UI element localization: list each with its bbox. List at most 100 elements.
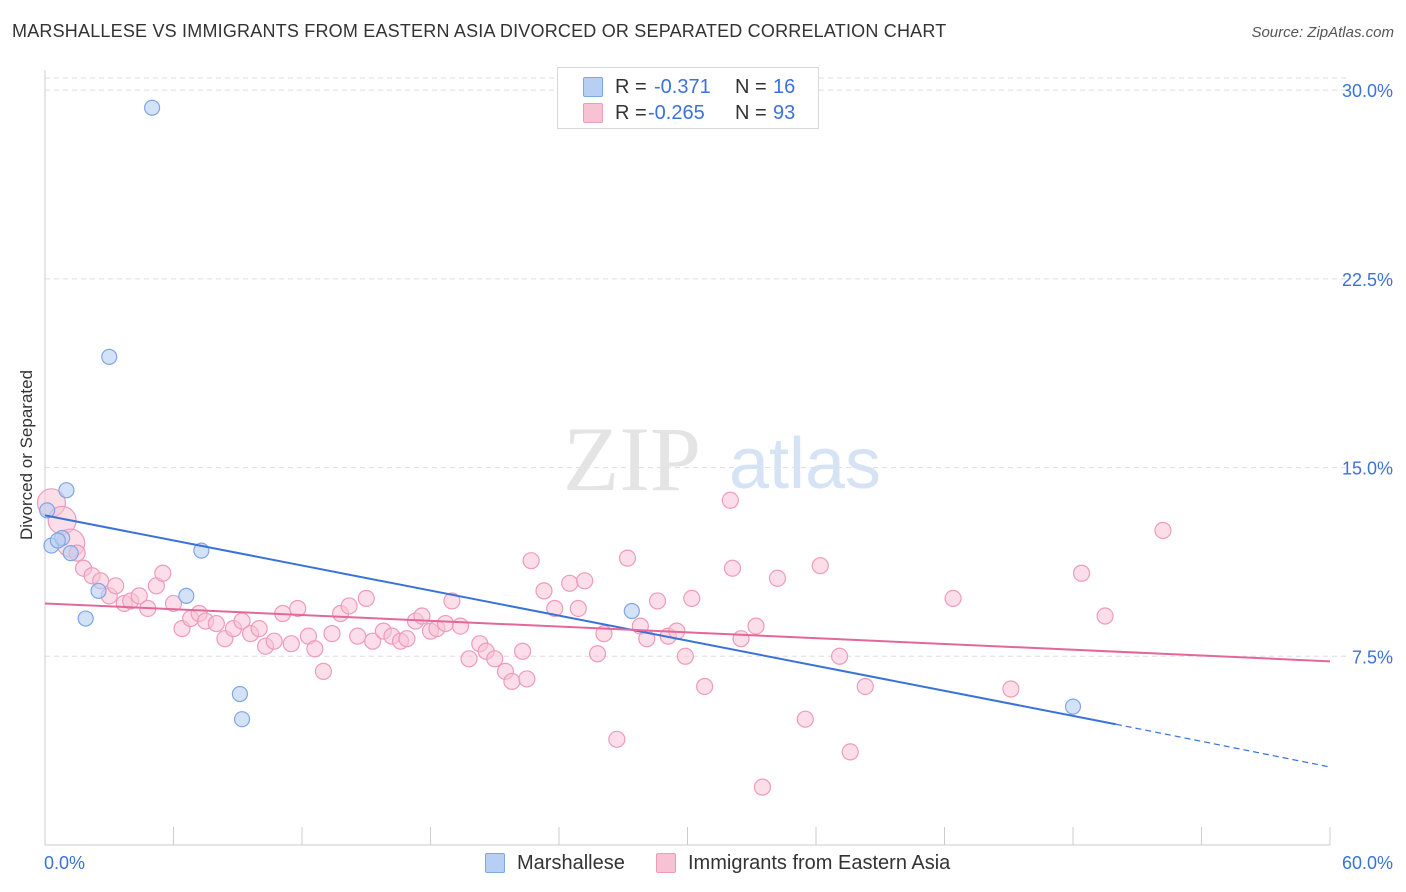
marshallese-point <box>231 685 248 703</box>
r-value: -0.265 <box>648 102 705 124</box>
n-label: N = <box>735 76 767 98</box>
n-value: 93 <box>773 102 796 124</box>
eastern-asia-point <box>546 599 564 618</box>
watermark: ZIP atlas <box>563 408 881 510</box>
eastern-asia-point <box>314 662 333 680</box>
pink-points <box>36 488 1172 796</box>
eastern-asia-point <box>830 647 849 665</box>
watermark-atlas: atlas <box>729 424 881 504</box>
stats-row-eastern-asia: R = -0.265 N = 93 <box>558 102 820 132</box>
eastern-asia-point <box>513 642 532 660</box>
eastern-asia-point <box>618 549 637 567</box>
eastern-asia-point <box>164 594 183 613</box>
eastern-asia-point <box>721 491 739 509</box>
eastern-asia-point <box>436 614 455 633</box>
eastern-asia-point <box>451 617 470 635</box>
n-label: N = <box>735 102 767 124</box>
marshallese-point <box>62 545 79 562</box>
eastern-asia-point <box>130 587 148 605</box>
tick-labels: 7.5% 15.0% 22.5% 30.0% 0.0% 60.0% <box>44 81 1393 873</box>
eastern-asia-point <box>503 672 521 691</box>
eastern-asia-swatch <box>583 103 603 123</box>
marshallese-trend-line <box>44 514 1117 726</box>
eastern-asia-point <box>154 564 172 582</box>
y-tick-label: 7.5% <box>1352 647 1393 667</box>
eastern-asia-legend-swatch <box>656 853 676 873</box>
eastern-asia-point <box>265 632 283 650</box>
eastern-asia-point <box>282 635 300 653</box>
eastern-asia-point <box>841 743 859 761</box>
eastern-asia-point <box>1154 521 1172 540</box>
x-tick-label: 60.0% <box>1342 853 1393 873</box>
marshallese-point <box>90 582 107 599</box>
eastern-asia-point <box>1072 564 1091 582</box>
r-value: -0.371 <box>654 76 711 98</box>
eastern-asia-point <box>522 552 540 570</box>
marshallese-point <box>77 610 94 627</box>
axes <box>44 70 1331 846</box>
eastern-asia-point <box>306 640 324 658</box>
eastern-asia-trend-line <box>44 602 1331 663</box>
marshallese-point <box>39 502 56 519</box>
marshallese-point <box>233 711 251 728</box>
marshallese-point <box>623 602 640 620</box>
eastern-asia-point <box>207 614 225 633</box>
eastern-asia-point <box>753 778 772 796</box>
trend-lines <box>44 514 1331 768</box>
eastern-asia-point <box>768 569 787 587</box>
r-label: R = <box>615 76 647 98</box>
n-value: 16 <box>773 76 796 98</box>
legend-label-marshallese: Marshallese <box>517 852 625 874</box>
eastern-asia-point <box>723 559 742 577</box>
eastern-asia-point <box>250 620 268 638</box>
eastern-asia-point <box>569 599 587 618</box>
eastern-asia-point <box>796 710 814 728</box>
eastern-asia-point <box>944 589 962 608</box>
y-tick-label: 15.0% <box>1342 459 1393 479</box>
marshallese-point <box>143 99 161 116</box>
eastern-asia-point <box>340 597 358 615</box>
eastern-asia-point <box>856 677 874 696</box>
stats-legend: R = -0.371 N = 16 R = -0.265 N = 93 <box>557 67 819 129</box>
eastern-asia-point <box>683 589 701 608</box>
marshallese-point <box>58 482 75 499</box>
stats-row-marshallese: R = -0.371 N = 16 <box>558 76 820 106</box>
eastern-asia-point <box>323 625 341 643</box>
eastern-asia-point <box>576 572 594 590</box>
y-axis-label: Divorced or Separated <box>17 369 36 541</box>
eastern-asia-point <box>535 582 553 600</box>
source-credit: Source: ZipAtlas.com <box>1251 24 1394 41</box>
marshallese-point <box>101 348 118 365</box>
marshallese-point <box>178 587 195 604</box>
chart-title: MARSHALLESE VS IMMIGRANTS FROM EASTERN A… <box>12 21 947 41</box>
legend-label-eastern-asia: Immigrants from Eastern Asia <box>688 852 951 874</box>
eastern-asia-point <box>588 645 607 663</box>
eastern-asia-point <box>518 670 536 688</box>
eastern-asia-point <box>1096 607 1114 625</box>
eastern-asia-point <box>364 632 382 650</box>
gridlines <box>45 77 1350 657</box>
eastern-asia-point <box>1002 680 1020 698</box>
r-label: R = <box>615 102 647 124</box>
eastern-asia-point <box>811 557 829 575</box>
eastern-asia-point <box>443 592 461 610</box>
eastern-asia-point <box>357 589 375 608</box>
eastern-asia-point <box>608 730 626 748</box>
eastern-asia-point <box>747 617 765 635</box>
y-tick-label: 30.0% <box>1342 81 1393 101</box>
marshallese-point <box>1064 698 1082 715</box>
eastern-asia-point <box>349 627 367 645</box>
eastern-asia-point <box>676 647 694 665</box>
eastern-asia-point <box>696 677 714 696</box>
eastern-asia-point <box>107 577 125 595</box>
blue-points <box>39 99 1082 728</box>
marshallese-trend-extension <box>1115 723 1331 768</box>
watermark-zip: ZIP <box>563 408 701 510</box>
eastern-asia-point <box>648 592 667 610</box>
y-tick-label: 22.5% <box>1342 270 1393 290</box>
eastern-asia-point <box>289 599 307 618</box>
x-tick-label: 0.0% <box>44 853 85 873</box>
eastern-asia-point <box>486 650 504 668</box>
eastern-asia-point <box>561 574 579 592</box>
